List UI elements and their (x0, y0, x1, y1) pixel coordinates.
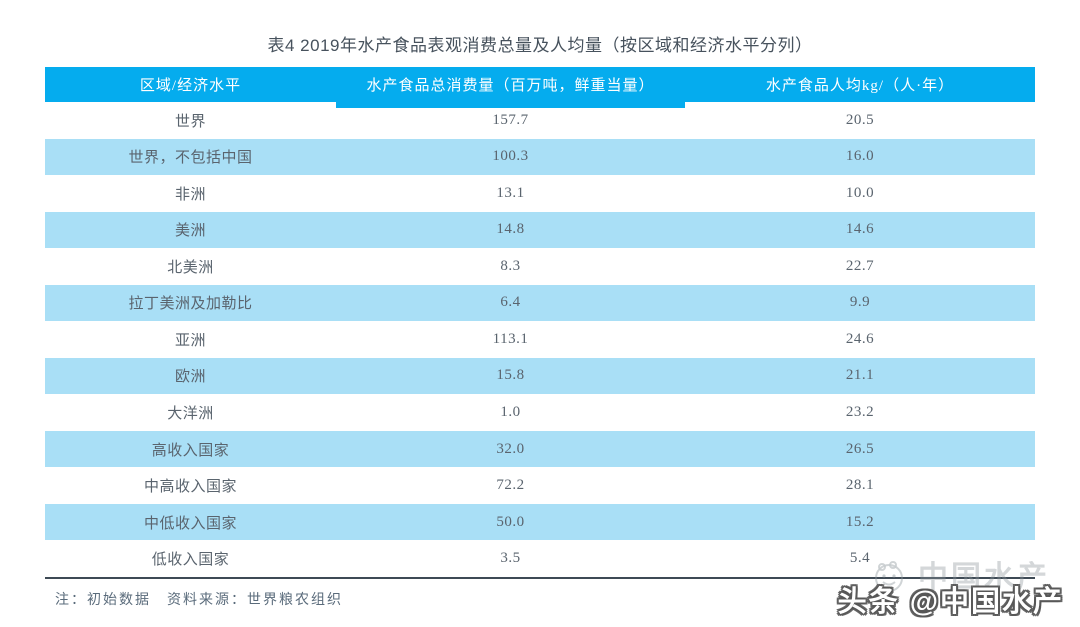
cell-total: 113.1 (492, 330, 529, 347)
cell-region: 拉丁美洲及加勒比 (128, 296, 253, 313)
cell-per_capita: 10.0 (845, 184, 875, 201)
toutiao-watermark: 头条 @中国水产 (837, 586, 1064, 618)
header-total-consumption: 水产食品总消费量（百万吨，鲜重当量） (366, 78, 655, 94)
table-row: 世界 157.7 20.5 (45, 102, 1035, 139)
cell-region: 亚洲 (174, 332, 206, 349)
cell-per_capita: 9.9 (849, 294, 871, 311)
table-row: 中高收入国家 72.2 28.1 (45, 467, 1035, 504)
table-body: 世界 157.7 20.5 世界，不包括中国 100.3 16.0 非洲 13.1 10.0 美洲… (45, 102, 1035, 579)
cell-total: 50.0 (496, 513, 525, 530)
cell-per_capita: 26.5 (845, 440, 875, 457)
cell-per_capita: 15.2 (845, 513, 875, 530)
cell-region: 低收入国家 (151, 552, 230, 569)
table-title: 表4 2019年水产食品表观消费总量及人均量（按区域和经济水平分列） (267, 36, 813, 55)
cell-per_capita: 5.4 (849, 550, 871, 567)
table-row: 美洲 14.8 14.6 (45, 211, 1035, 249)
cell-per_capita: 22.7 (845, 257, 875, 274)
table-row: 低收入国家 3.5 5.4 (45, 540, 1035, 577)
cell-total: 100.3 (492, 148, 529, 165)
table-row: 世界，不包括中国 100.3 16.0 (45, 138, 1035, 176)
cell-region: 非洲 (174, 186, 206, 203)
header-region: 区域/经济水平 (139, 78, 242, 94)
data-table: 区域/经济水平 水产食品总消费量（百万吨，鲜重当量） 水产食品人均kg/（人·年… (45, 67, 1035, 579)
cell-region: 世界，不包括中国 (128, 150, 253, 167)
cell-total: 6.4 (500, 294, 521, 311)
cell-per_capita: 20.5 (845, 111, 875, 128)
cell-total: 32.0 (496, 440, 525, 457)
cell-region: 北美洲 (167, 259, 214, 276)
table-row: 北美洲 8.3 22.7 (45, 248, 1035, 285)
header-middle-extension (336, 102, 685, 108)
cell-per_capita: 21.1 (845, 367, 875, 384)
cell-per_capita: 28.1 (845, 477, 875, 494)
cell-per_capita: 16.0 (845, 148, 875, 165)
cell-per_capita: 24.6 (845, 330, 875, 347)
cell-total: 14.8 (496, 221, 525, 238)
table-row: 非洲 13.1 10.0 (45, 175, 1035, 212)
cell-total: 157.7 (492, 111, 529, 128)
cell-total: 72.2 (496, 477, 525, 494)
cell-region: 世界 (174, 113, 206, 130)
cell-total: 8.3 (500, 257, 521, 274)
cell-total: 3.5 (500, 550, 521, 567)
table-row: 亚洲 113.1 24.6 (45, 321, 1035, 358)
table-header-row: 区域/经济水平 水产食品总消费量（百万吨，鲜重当量） 水产食品人均kg/（人·年… (45, 67, 1035, 108)
table-row: 欧洲 15.8 21.1 (45, 357, 1035, 395)
table-row: 高收入国家 32.0 26.5 (45, 430, 1035, 468)
table-row: 大洋洲 1.0 23.2 (45, 394, 1035, 431)
cell-region: 欧洲 (174, 369, 206, 386)
cell-per_capita: 14.6 (845, 221, 875, 238)
cell-total: 1.0 (500, 404, 521, 421)
cell-total: 13.1 (496, 184, 525, 201)
cell-per_capita: 23.2 (845, 404, 875, 421)
cell-total: 15.8 (496, 367, 525, 384)
cell-region: 中高收入国家 (143, 479, 237, 496)
cell-region: 高收入国家 (151, 442, 230, 459)
cell-region: 美洲 (174, 223, 206, 240)
header-per-capita: 水产食品人均kg/（人·年） (765, 78, 955, 94)
table-row: 拉丁美洲及加勒比 6.4 9.9 (45, 284, 1035, 322)
cell-region: 中低收入国家 (143, 515, 237, 532)
footnote: 注：初始数据 资料来源：世界粮农组织 (55, 593, 343, 608)
table-row: 中低收入国家 50.0 15.2 (45, 503, 1035, 541)
cell-region: 大洋洲 (167, 406, 214, 423)
